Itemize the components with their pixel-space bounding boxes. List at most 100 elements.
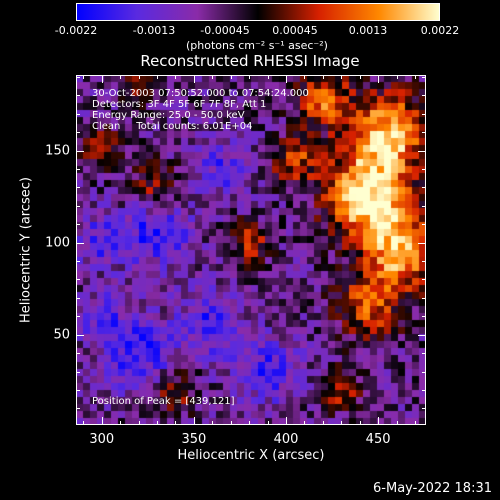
axis-tick-mark bbox=[286, 417, 287, 425]
axis-tick-mark bbox=[230, 421, 232, 425]
x-tick-label: 350 bbox=[181, 432, 207, 447]
axis-tick-mark bbox=[193, 75, 195, 83]
axis-tick-mark bbox=[76, 187, 80, 189]
axis-tick-mark bbox=[157, 75, 159, 79]
axis-tick-mark bbox=[422, 187, 426, 189]
axis-tick-mark bbox=[120, 421, 122, 425]
annotation-energy-range: Energy Range: 25.0 - 50.0 keV bbox=[92, 110, 245, 121]
axis-tick-mark bbox=[418, 242, 426, 244]
axis-tick-mark bbox=[396, 75, 398, 79]
axis-tick-mark bbox=[76, 334, 84, 336]
axis-tick-mark bbox=[422, 279, 426, 281]
axis-tick-mark bbox=[422, 390, 426, 391]
heatmap-image bbox=[76, 75, 426, 425]
annotation-detectors: Detectors: 3F 4F 5F 6F 7F 8F, Att 1 bbox=[92, 99, 267, 110]
axis-tick-mark bbox=[76, 408, 80, 410]
axis-tick-mark bbox=[341, 75, 343, 79]
annotation-time-range: 30-Oct-2003 07:50:52.000 to 07:54:24.000 bbox=[92, 88, 309, 99]
axis-tick-mark bbox=[422, 224, 426, 226]
y-tick-label: 100 bbox=[45, 235, 70, 251]
axis-tick-mark bbox=[422, 353, 426, 355]
axis-tick-mark bbox=[267, 75, 269, 79]
colorbar-tick-label: 0.00045 bbox=[272, 24, 318, 37]
axis-tick-mark bbox=[422, 371, 426, 373]
axis-tick-mark bbox=[322, 75, 324, 79]
axis-tick-mark bbox=[378, 75, 380, 83]
axis-tick-mark bbox=[422, 408, 426, 410]
x-axis-label: Heliocentric X (arcsec) bbox=[177, 448, 325, 463]
axis-tick-mark bbox=[249, 421, 251, 425]
axis-tick-mark bbox=[212, 75, 214, 79]
axis-tick-mark bbox=[322, 421, 324, 425]
x-tick-label: 400 bbox=[273, 432, 299, 447]
axis-tick-mark bbox=[76, 168, 80, 170]
axis-tick-mark bbox=[76, 261, 80, 263]
axis-tick-mark bbox=[76, 242, 84, 244]
annotation-peak-position: Position of Peak = [439,121] bbox=[92, 396, 235, 407]
axis-tick-mark bbox=[422, 113, 426, 115]
axis-tick-mark bbox=[304, 75, 306, 79]
colorbar-tick-label: -0.00045 bbox=[200, 24, 250, 37]
colorbar-tick-label: -0.0013 bbox=[132, 24, 176, 37]
axis-tick-mark bbox=[76, 113, 80, 115]
axis-tick-mark bbox=[422, 205, 426, 207]
axis-tick-mark bbox=[76, 390, 80, 391]
x-tick-label: 300 bbox=[89, 432, 115, 447]
axis-tick-mark bbox=[422, 76, 426, 78]
axis-tick-mark bbox=[286, 75, 287, 83]
chart-title: Reconstructed RHESSI Image bbox=[140, 52, 360, 70]
plot-area: 30-Oct-2003 07:50:52.000 to 07:54:24.000… bbox=[76, 75, 426, 425]
datestamp: 6-May-2022 18:31 bbox=[373, 481, 492, 496]
axis-tick-mark bbox=[359, 75, 361, 79]
x-tick-label: 450 bbox=[365, 432, 391, 447]
axis-tick-mark bbox=[175, 75, 177, 79]
axis-tick-mark bbox=[422, 297, 426, 299]
axis-tick-mark bbox=[76, 297, 80, 299]
colorbar-units-label: (photons cm⁻² s⁻¹ asec⁻²) bbox=[186, 39, 328, 52]
axis-tick-mark bbox=[378, 417, 380, 425]
axis-tick-mark bbox=[157, 421, 159, 425]
axis-tick-mark bbox=[76, 316, 80, 318]
axis-tick-mark bbox=[414, 75, 416, 79]
axis-tick-mark bbox=[212, 421, 214, 425]
axis-tick-mark bbox=[193, 417, 195, 425]
axis-tick-mark bbox=[414, 421, 416, 425]
axis-tick-mark bbox=[101, 75, 103, 83]
axis-tick-mark bbox=[76, 353, 80, 355]
axis-tick-mark bbox=[76, 371, 80, 373]
axis-tick-mark bbox=[120, 75, 122, 79]
axis-tick-mark bbox=[138, 421, 140, 425]
axis-tick-mark bbox=[76, 76, 80, 78]
colorbar-tick-label: 0.0013 bbox=[348, 24, 388, 37]
axis-tick-mark bbox=[138, 75, 140, 79]
axis-tick-mark bbox=[422, 168, 426, 170]
axis-tick-mark bbox=[101, 417, 103, 425]
axis-tick-mark bbox=[249, 75, 251, 79]
axis-tick-mark bbox=[230, 75, 232, 79]
annotation-clean-counts: Clean Total counts: 6.01E+04 bbox=[92, 121, 253, 132]
axis-tick-mark bbox=[418, 334, 426, 336]
y-axis-label: Heliocentric Y (arcsec) bbox=[18, 177, 34, 323]
axis-tick-mark bbox=[76, 132, 80, 134]
axis-tick-mark bbox=[83, 75, 85, 79]
axis-tick-mark bbox=[422, 261, 426, 263]
colorbar-tick-label: -0.0022 bbox=[54, 24, 98, 37]
axis-tick-mark bbox=[418, 150, 426, 152]
axis-tick-mark bbox=[359, 421, 361, 425]
axis-tick-mark bbox=[267, 421, 269, 425]
colorbar-tick-label: 0.0022 bbox=[420, 24, 460, 37]
axis-tick-mark bbox=[422, 132, 426, 134]
axis-tick-mark bbox=[341, 421, 343, 425]
y-tick-label: 50 bbox=[53, 327, 70, 343]
axis-tick-mark bbox=[76, 279, 80, 281]
axis-tick-mark bbox=[76, 205, 80, 207]
axis-tick-mark bbox=[396, 421, 398, 425]
y-tick-label: 150 bbox=[45, 143, 70, 159]
plot-frame bbox=[76, 75, 426, 425]
axis-tick-mark bbox=[76, 150, 84, 152]
colorbar-gradient bbox=[76, 3, 440, 21]
axis-tick-mark bbox=[422, 316, 426, 318]
axis-tick-mark bbox=[422, 95, 426, 97]
axis-tick-mark bbox=[175, 421, 177, 425]
axis-tick-mark bbox=[76, 224, 80, 226]
